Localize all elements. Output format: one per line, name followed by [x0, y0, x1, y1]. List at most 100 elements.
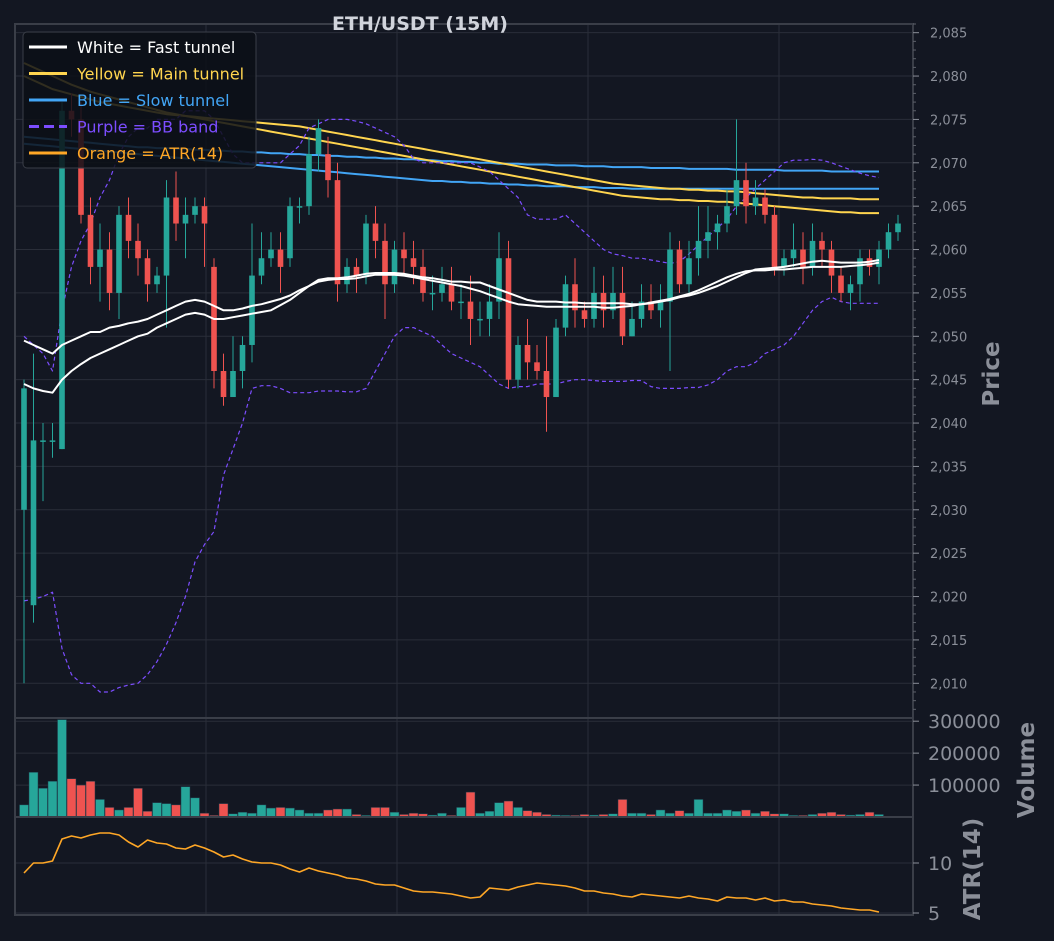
candle-body — [277, 249, 284, 267]
volume-bar — [294, 809, 305, 818]
volume-bar — [38, 788, 48, 818]
candle-body — [629, 318, 635, 337]
candle-body — [486, 301, 493, 319]
price-tick-label: 2,085 — [930, 27, 967, 42]
volume-bar — [66, 778, 77, 818]
candle-body — [515, 344, 521, 380]
candle-body — [619, 292, 626, 337]
volume-bar — [19, 804, 29, 818]
candle-body — [410, 258, 417, 267]
price-tick-label: 2,065 — [930, 200, 967, 215]
candle-body — [477, 318, 483, 321]
volume-bar — [218, 803, 229, 818]
candle-body — [505, 258, 512, 380]
candle-body — [344, 266, 350, 285]
candle-body — [648, 301, 654, 311]
volume-bar — [28, 772, 39, 818]
atr-panel-frame — [14, 816, 914, 916]
candle-body — [372, 223, 379, 241]
candle-body — [857, 258, 863, 285]
candle-body — [239, 344, 246, 371]
legend-label: Purple = BB band — [77, 118, 218, 137]
candle-body — [334, 180, 341, 285]
candle-body — [885, 232, 892, 250]
candle-body — [458, 301, 464, 304]
volume-bar — [180, 786, 191, 818]
volume-tick-label: 100000 — [928, 775, 1001, 797]
volume-bar — [171, 804, 181, 818]
price-tick-label: 2,015 — [930, 634, 967, 649]
atr-axis-label: ATR(14) — [960, 818, 986, 920]
candle-body — [790, 249, 797, 259]
price-tick-label: 2,010 — [930, 677, 967, 692]
volume-tick-label: 300000 — [928, 711, 1001, 733]
atr-series — [23, 832, 880, 913]
price-tick-label: 2,080 — [930, 70, 967, 85]
volume-bar — [332, 808, 343, 818]
volume-tick-label: 200000 — [928, 743, 1001, 765]
volume-bar — [285, 807, 295, 818]
volume-bar — [380, 807, 390, 818]
legend-label: Yellow = Main tunnel — [76, 65, 244, 84]
price-tick-label: 2,055 — [930, 287, 967, 302]
candle-body — [743, 180, 749, 207]
candle-body — [268, 249, 274, 259]
candle-body — [258, 258, 265, 276]
volume-bar — [123, 807, 134, 818]
price-tick-label: 2,070 — [930, 157, 967, 172]
candle-body — [705, 232, 711, 241]
candle-body — [116, 214, 122, 293]
price-tick-label: 2,045 — [930, 374, 967, 389]
candle-body — [771, 214, 778, 267]
volume-bar — [190, 797, 200, 818]
price-tick-label: 2,060 — [930, 244, 967, 259]
volume-bar — [503, 800, 514, 818]
volume-bar — [133, 788, 143, 818]
candle-body — [686, 258, 692, 285]
price-axis-label: Price — [979, 341, 1005, 406]
candle-body — [610, 292, 616, 311]
candle-body — [847, 284, 854, 293]
volume-bar — [456, 807, 466, 818]
bb-lower-line — [23, 296, 879, 693]
volume-bar — [655, 809, 666, 818]
volume-bar — [152, 802, 162, 818]
grid-lines — [15, 24, 913, 915]
price-tick-label: 2,025 — [930, 547, 967, 562]
volume-bar — [57, 719, 67, 818]
candle-body — [534, 362, 540, 371]
price-tick-label: 2,050 — [930, 330, 967, 345]
candle-body — [87, 214, 94, 267]
candle-body — [30, 440, 37, 606]
volume-bar — [494, 802, 504, 818]
candle-body — [106, 249, 113, 293]
candle-body — [448, 284, 455, 302]
candle-body — [201, 206, 208, 224]
candle-body — [638, 301, 645, 319]
atr-tick-label: 5 — [928, 903, 940, 925]
candle-body — [752, 197, 759, 207]
candle-body — [125, 214, 132, 241]
volume-bar — [266, 807, 276, 818]
volume-bar — [342, 808, 352, 818]
volume-bar — [323, 809, 333, 818]
candle-body — [895, 223, 901, 233]
candle-body — [363, 223, 369, 276]
volume-bar — [465, 791, 476, 818]
price-tick-label: 2,040 — [930, 417, 967, 432]
candle-body — [439, 284, 445, 293]
candle-body — [144, 258, 151, 285]
candle-body — [391, 249, 398, 285]
candle-body — [809, 240, 816, 267]
volume-axis-label: Volume — [1014, 722, 1040, 818]
volume-bar — [76, 784, 86, 818]
legend: White = Fast tunnel Yellow = Main tunnel B… — [22, 31, 257, 169]
candle-body — [154, 275, 160, 285]
candle-body — [182, 214, 189, 224]
candle-body — [401, 249, 407, 259]
volume-bar — [104, 807, 115, 818]
candle-body — [724, 206, 730, 224]
candle-body — [163, 197, 170, 276]
volume-bar — [722, 809, 732, 818]
